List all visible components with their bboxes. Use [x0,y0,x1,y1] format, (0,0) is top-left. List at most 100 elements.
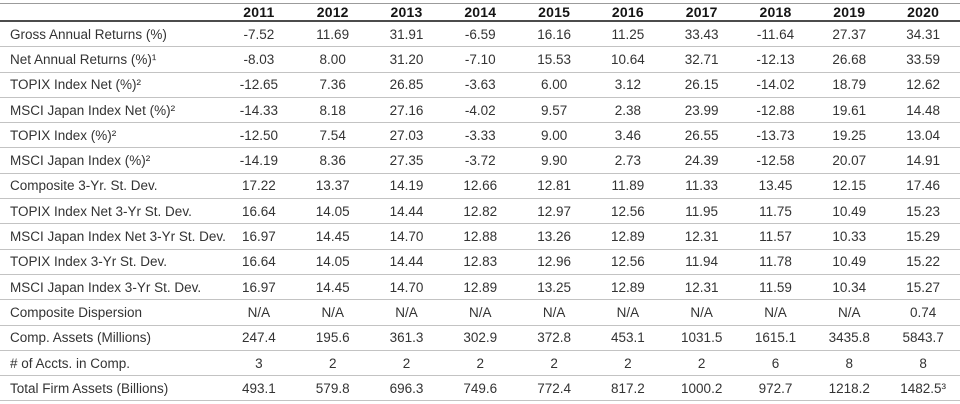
value-cell: 14.70 [369,274,444,301]
value-cell: 17.22 [222,173,296,200]
row-label: Net Annual Returns (%)¹ [0,46,222,73]
value-cell: 2 [295,350,370,377]
value-cell: 12.89 [443,274,518,301]
value-cell: -14.02 [738,72,813,98]
value-cell: -4.02 [443,97,518,124]
value-cell: 493.1 [222,375,296,402]
value-cell: 12.96 [517,249,591,275]
value-cell: 11.78 [738,249,813,275]
year-header: 2018 [738,3,813,22]
value-cell: 1482.5³ [886,375,960,402]
row-label: TOPIX Index Net (%)² [0,72,222,98]
value-cell: 31.91 [369,21,444,48]
value-cell: 3.12 [590,72,665,98]
value-cell: -3.72 [443,147,518,174]
value-cell: 8 [886,350,960,377]
value-cell: 749.6 [443,375,518,402]
value-cell: N/A [222,299,296,326]
value-cell: -3.63 [443,72,518,98]
value-cell: 772.4 [517,375,591,402]
value-cell: 11.95 [664,198,739,225]
year-header: 2020 [886,3,960,22]
value-cell: 302.9 [443,325,518,351]
value-cell: 16.64 [222,198,296,225]
value-cell: 16.64 [222,249,296,275]
value-cell: -6.59 [443,21,518,48]
value-cell: N/A [738,299,813,326]
value-cell: -7.10 [443,46,518,73]
value-cell: 6.00 [517,72,591,98]
table-row: Composite 3-Yr. St. Dev. 17.22 13.37 14.19 1… [0,173,960,200]
value-cell: 361.3 [369,325,444,351]
value-cell: 9.00 [517,122,591,149]
value-cell: N/A [664,299,739,326]
value-cell: 0.74 [886,299,960,326]
value-cell: N/A [812,299,887,326]
value-cell: 12.15 [812,173,887,200]
value-cell: 14.44 [369,249,444,275]
value-cell: N/A [517,299,591,326]
value-cell: 15.29 [886,223,960,250]
table-row: MSCI Japan Index Net 3-Yr St. Dev. 16.97 1… [0,223,960,250]
value-cell: 12.62 [886,72,960,98]
row-label: TOPIX Index (%)² [0,122,222,149]
value-cell: -3.33 [443,122,518,149]
value-cell: 12.97 [517,198,591,225]
value-cell: 13.45 [738,173,813,200]
value-cell: 2 [664,350,739,377]
performance-table: 2011 2012 2013 2014 2015 2016 2017 2018 2019 2020… [0,3,960,402]
value-cell: 27.16 [369,97,444,124]
value-cell: 8.36 [295,147,370,174]
value-cell: 12.31 [664,223,739,250]
value-cell: -7.52 [222,21,296,48]
table-row: Gross Annual Returns (%) -7.52 11.69 31.91-… [0,21,960,48]
table-row: TOPIX Index Net (%)² -12.65 7.36 26.85 -3.63… [0,72,960,98]
value-cell: 11.33 [664,173,739,200]
year-header: 2014 [443,3,518,22]
value-cell: 579.8 [295,375,370,402]
value-cell: -12.58 [738,147,813,174]
value-cell: 7.36 [295,72,370,98]
value-cell: 453.1 [590,325,665,351]
value-cell: -14.19 [222,147,296,174]
value-cell: 31.20 [369,46,444,73]
year-header: 2013 [369,3,444,22]
value-cell: -12.88 [738,97,813,124]
value-cell: 10.49 [812,249,887,275]
table-row: TOPIX Index 3-Yr St. Dev. 16.64 14.05 14.44… [0,249,960,275]
value-cell: 27.03 [369,122,444,149]
value-cell: 26.55 [664,122,739,149]
value-cell: 5843.7 [886,325,960,351]
value-cell: 11.57 [738,223,813,250]
value-cell: 14.44 [369,198,444,225]
header-row: 2011 2012 2013 2014 2015 2016 2017 2018 2019 2020 [0,3,960,22]
value-cell: 1000.2 [664,375,739,402]
value-cell: 3435.8 [812,325,887,351]
value-cell: 9.90 [517,147,591,174]
value-cell: 14.70 [369,223,444,250]
table-row: MSCI Japan Index Net (%)² -14.33 8.18 27.16… [0,97,960,124]
value-cell: 32.71 [664,46,739,73]
value-cell: 26.68 [812,46,887,73]
value-cell: 10.34 [812,274,887,301]
value-cell: 19.25 [812,122,887,149]
value-cell: 19.61 [812,97,887,124]
value-cell: 34.31 [886,21,960,48]
row-label: MSCI Japan Index 3-Yr St. Dev. [0,274,222,301]
value-cell: 12.82 [443,198,518,225]
value-cell: 12.56 [590,249,665,275]
value-cell: 10.64 [590,46,665,73]
value-cell: 13.04 [886,122,960,149]
value-cell: 16.97 [222,223,296,250]
value-cell: 1218.2 [812,375,887,402]
value-cell: -11.64 [738,21,813,48]
value-cell: 2 [517,350,591,377]
value-cell: 817.2 [590,375,665,402]
value-cell: 27.37 [812,21,887,48]
value-cell: 2 [590,350,665,377]
value-cell: N/A [590,299,665,326]
value-cell: 12.31 [664,274,739,301]
value-cell: -14.33 [222,97,296,124]
table-head: 2011 2012 2013 2014 2015 2016 2017 2018 2019 2020 [0,3,960,22]
